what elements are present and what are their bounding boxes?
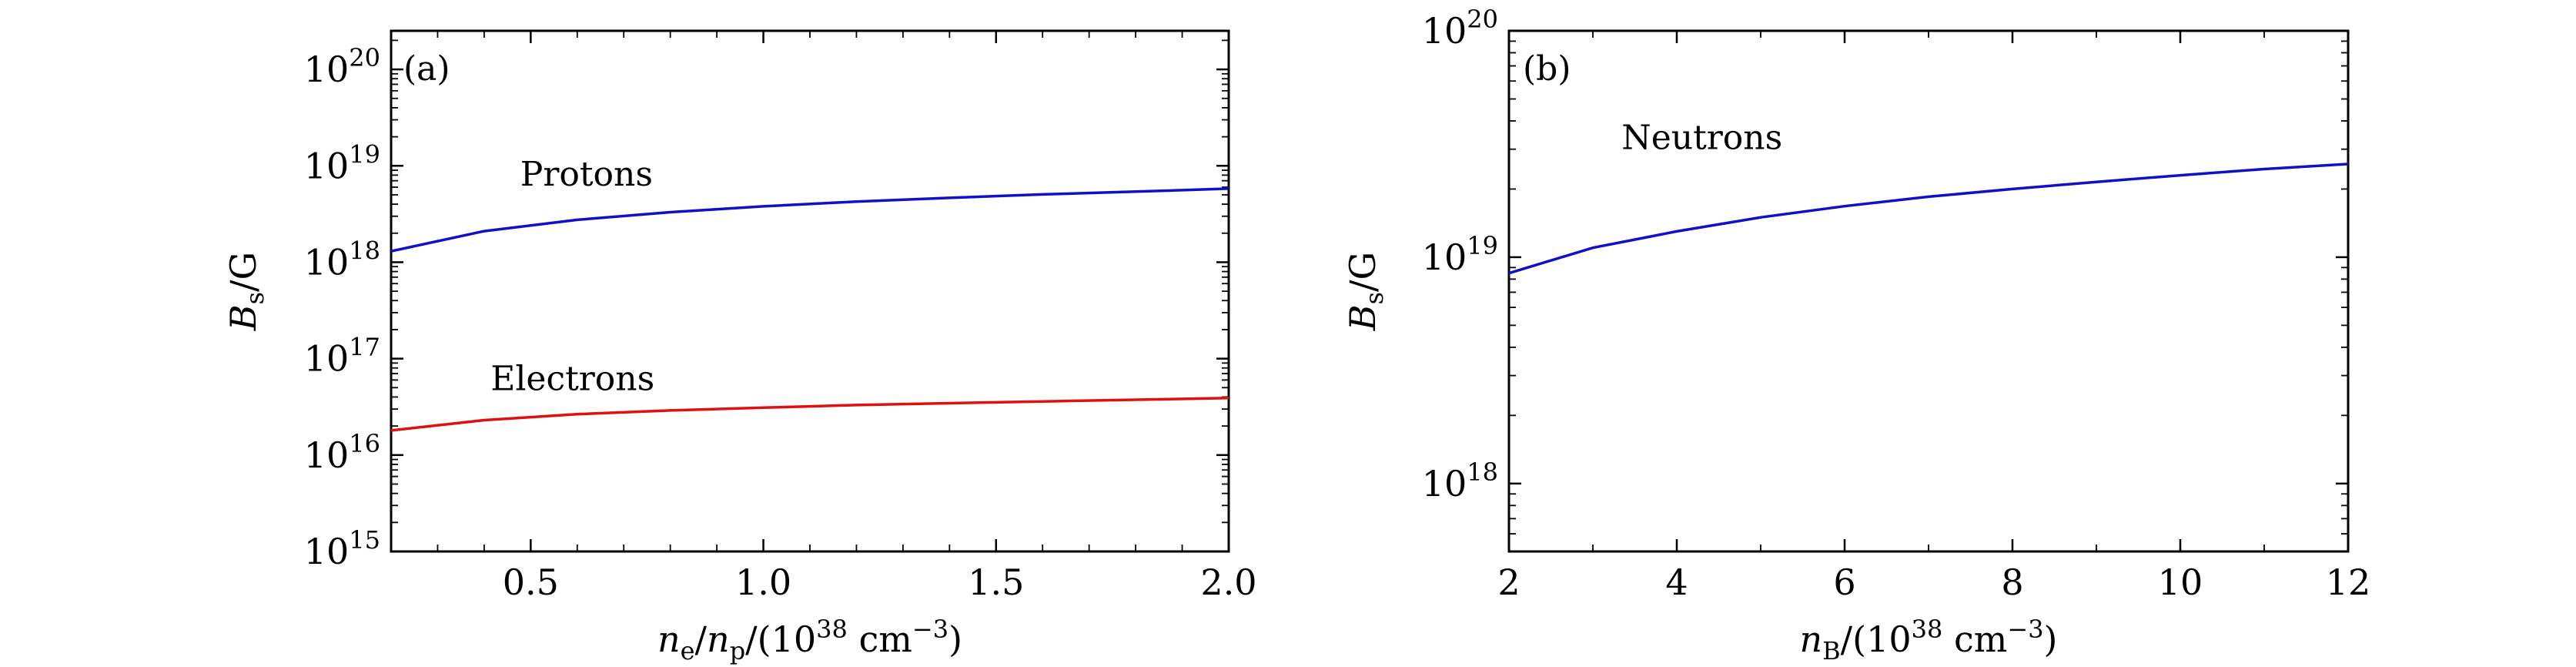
panel-b-xlabel-sub: B	[1822, 636, 1841, 665]
x-tick-label: 8	[2001, 561, 2023, 603]
annotation-protons: Protons	[520, 155, 653, 194]
panel-b-ylabel-rest: /G	[1342, 252, 1383, 292]
panel-a-ylabel-rest: /G	[222, 252, 264, 292]
panel-a-xlabel-sup: 38	[816, 615, 848, 644]
panel-a-xlabel-sup2: −3	[912, 615, 948, 644]
panel-a-xlabel-sub2: p	[730, 636, 745, 665]
annotation-neutrons: Neutrons	[1621, 119, 1782, 158]
y-tick-label: 1020	[304, 43, 380, 90]
panel-b-xlabel-sup: 38	[1912, 615, 1943, 644]
panel-a-y-tick-labels: 1015 1016 1017 1018 1019 1020	[304, 43, 380, 572]
y-tick-label: 1015	[304, 525, 380, 572]
panel-a-xlabel-n2: n	[707, 618, 730, 660]
x-tick-label: 2	[1497, 561, 1520, 603]
panel-a-series	[390, 187, 1229, 432]
panel-b-letter: (b)	[1523, 49, 1571, 89]
panel-a-y-axis-label: Bs/G	[222, 252, 269, 331]
panel-b-ylabel-sub: s	[1360, 292, 1389, 304]
panel-a: 1015 1016 1017 1018 1019 1020 0.5 1.0 1.5 2.0 Pr…	[222, 29, 1257, 665]
panel-b-xlabel-n: n	[1800, 618, 1823, 660]
panel-b-x-tick-labels: 2 4 6 8 10 12	[1497, 561, 2370, 603]
panel-b-y-tick-labels: 1018 1019 1020	[1422, 5, 1498, 504]
y-tick-label: 1018	[1422, 458, 1498, 504]
x-tick-label: 6	[1833, 561, 1855, 603]
panel-b-series	[1508, 163, 2349, 275]
panel-a-letter: (a)	[403, 49, 450, 89]
series-line-neutrons	[1508, 163, 2349, 275]
x-tick-label: 1.5	[968, 561, 1024, 603]
series-line-protons	[390, 187, 1229, 253]
panel-b-annotations: Neutrons	[1621, 119, 1782, 158]
panel-b-ylabel-b: B	[1342, 304, 1383, 331]
panel-a-annotations: Protons Electrons	[490, 155, 654, 398]
panel-b-xlabel-sup2: −3	[2007, 615, 2043, 644]
panel-b-xlabel-close: )	[2044, 618, 2058, 660]
x-tick-label: 10	[2158, 561, 2203, 603]
annotation-electrons: Electrons	[490, 360, 654, 399]
panel-b-xlabel-rest: /(10	[1841, 618, 1912, 660]
x-tick-label: 4	[1665, 561, 1688, 603]
panel-a-x-tick-labels: 0.5 1.0 1.5 2.0	[503, 561, 1257, 603]
series-line-electrons	[390, 397, 1229, 432]
panel-a-x-axis-label: ne/np/(1038 cm−3)	[657, 615, 962, 665]
panel-b-xlabel-unit: cm	[1942, 618, 2007, 660]
x-tick-label: 2.0	[1200, 561, 1256, 603]
panel-a-xlabel-n: n	[657, 618, 681, 660]
y-tick-label: 1020	[1422, 5, 1498, 52]
panel-b-frame	[1507, 29, 2350, 553]
panel-a-xlabel-sub: e	[681, 636, 695, 665]
y-tick-label: 1019	[1422, 231, 1498, 278]
x-tick-label: 1.0	[735, 561, 791, 603]
panel-a-ylabel-b: B	[222, 304, 264, 331]
y-tick-label: 1017	[304, 333, 380, 380]
y-tick-label: 1016	[304, 429, 380, 476]
panel-a-xlabel-slash: /	[695, 618, 708, 660]
panel-a-xlabel-close: )	[948, 618, 962, 660]
y-tick-label: 1019	[304, 139, 380, 186]
x-tick-label: 12	[2326, 561, 2371, 603]
panel-b-ticks	[1507, 29, 2350, 551]
panel-b-x-axis-label: nB/(1038 cm−3)	[1800, 615, 2058, 665]
panel-a-ticks	[390, 31, 1230, 553]
panel-a-xlabel-unit: cm	[848, 618, 912, 660]
panel-a-ylabel-sub: s	[240, 292, 269, 304]
y-tick-label: 1018	[304, 236, 380, 283]
panel-a-xlabel-rest: /(10	[745, 618, 816, 660]
panel-a-frame	[390, 29, 1230, 553]
x-tick-label: 0.5	[503, 561, 559, 603]
panel-b-y-axis-label: Bs/G	[1342, 252, 1389, 331]
